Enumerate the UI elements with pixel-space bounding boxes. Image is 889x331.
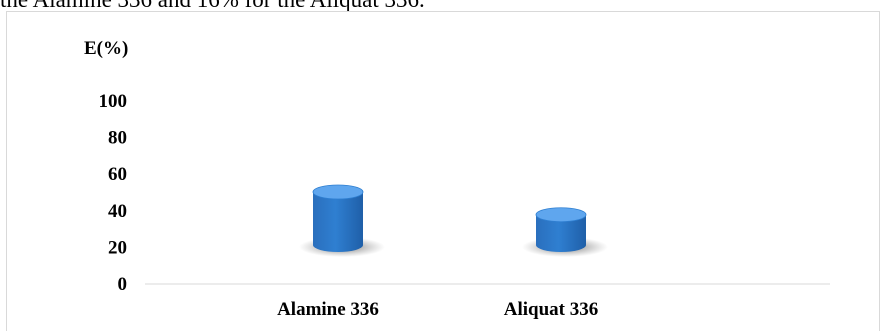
bar-aliquat-336: [522, 207, 608, 257]
bars: [299, 184, 608, 257]
bar-body: [536, 214, 586, 252]
chart-frame: [6, 11, 880, 331]
x-category-label: Alamine 336: [277, 299, 379, 320]
y-tick-label: 80: [108, 128, 127, 149]
y-tick-label: 0: [118, 274, 128, 295]
y-axis-ticks: 0 20 40 60 80 100: [99, 91, 128, 295]
bar-alamine-336: [299, 184, 385, 257]
y-tick-label: 20: [108, 237, 127, 258]
x-axis-categories: Alamine 336 Aliquat 336: [277, 299, 598, 320]
bar-top: [312, 184, 364, 200]
bar-top: [535, 207, 587, 223]
bar-body: [313, 192, 363, 252]
y-tick-label: 40: [108, 201, 127, 222]
x-category-label: Aliquat 336: [504, 299, 599, 320]
y-tick-label: 60: [108, 164, 127, 185]
y-tick-label: 100: [99, 91, 128, 112]
caption-text: the Alamine 336 and 16% for the Aliquat …: [0, 0, 425, 13]
y-axis-label: E(%): [84, 38, 128, 59]
